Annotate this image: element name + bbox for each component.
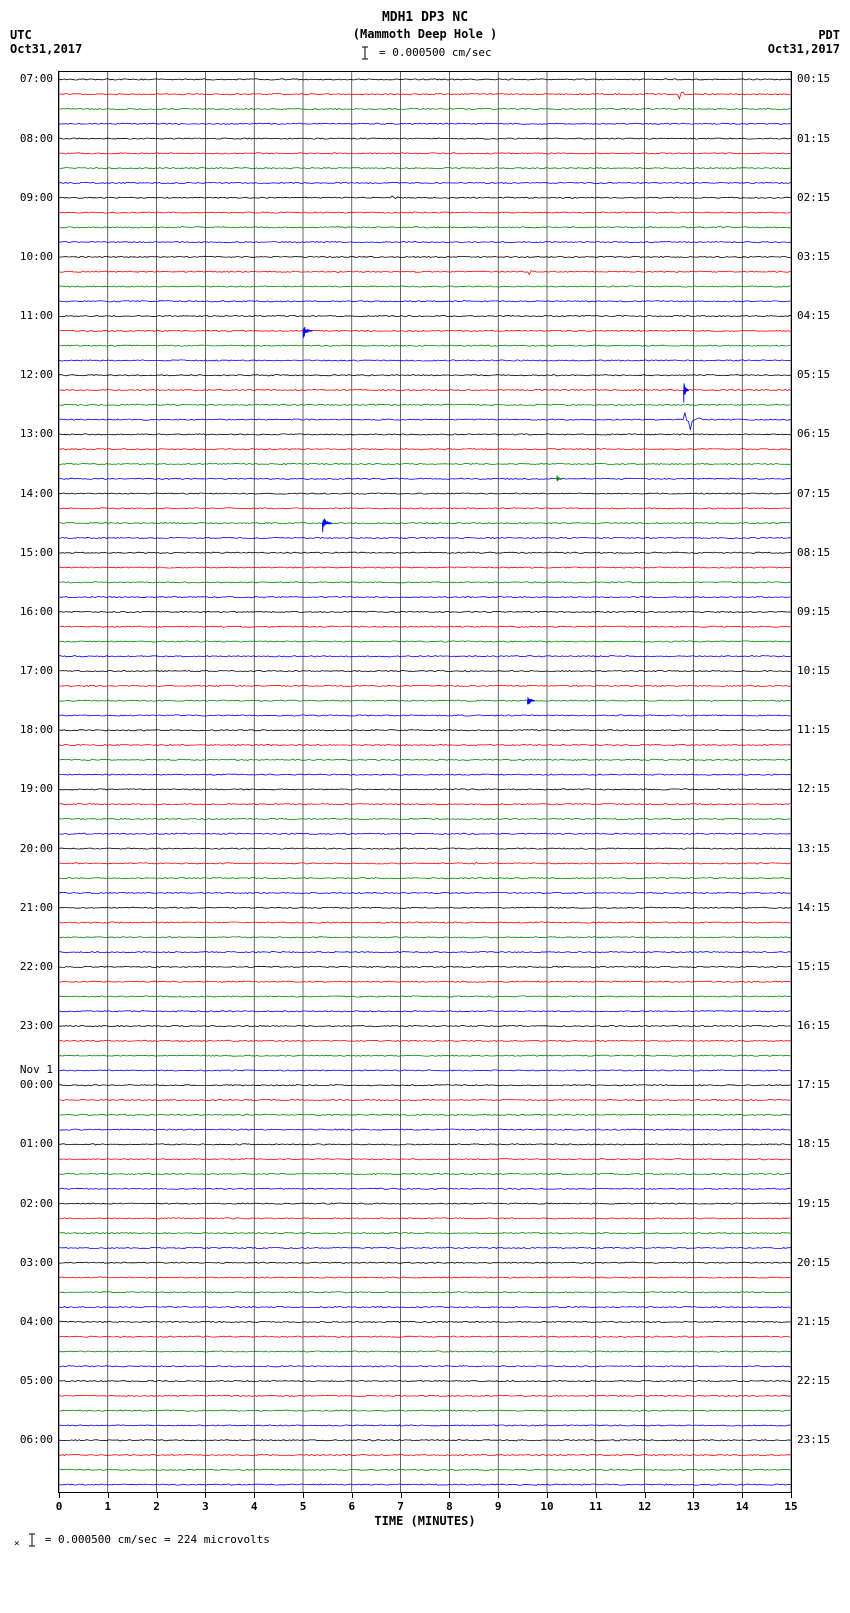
time-label: 14:00 bbox=[20, 487, 53, 500]
station-subtitle: (Mammoth Deep Hole ) bbox=[10, 27, 840, 41]
scale-value: = 0.000500 cm/sec bbox=[379, 46, 492, 59]
time-label: 14:15 bbox=[797, 901, 830, 914]
x-tick-label: 6 bbox=[348, 1500, 355, 1513]
x-axis-title: TIME (MINUTES) bbox=[59, 1514, 791, 1528]
x-tick-label: 3 bbox=[202, 1500, 209, 1513]
tz-pdt-label: PDT bbox=[768, 28, 840, 42]
x-tick-label: 5 bbox=[300, 1500, 307, 1513]
date-left: Oct31,2017 bbox=[10, 42, 82, 56]
x-tick-label: 14 bbox=[736, 1500, 749, 1513]
footer-scale-text: = 0.000500 cm/sec = 224 microvolts bbox=[45, 1533, 270, 1546]
time-label: 01:00 bbox=[20, 1137, 53, 1150]
time-label: 02:15 bbox=[797, 191, 830, 204]
x-tick-label: 1 bbox=[104, 1500, 111, 1513]
time-label: 03:00 bbox=[20, 1256, 53, 1269]
time-label: Nov 1 bbox=[20, 1063, 53, 1076]
time-label: 07:15 bbox=[797, 487, 830, 500]
time-label: 10:00 bbox=[20, 250, 53, 263]
station-title: MDH1 DP3 NC bbox=[10, 10, 840, 27]
time-label: 04:15 bbox=[797, 309, 830, 322]
time-label: 21:15 bbox=[797, 1315, 830, 1328]
time-label: 03:15 bbox=[797, 250, 830, 263]
time-label: 12:15 bbox=[797, 782, 830, 795]
time-label: 00:00 bbox=[20, 1078, 53, 1091]
time-label: 16:15 bbox=[797, 1019, 830, 1032]
time-label: 13:00 bbox=[20, 427, 53, 440]
x-tick-label: 12 bbox=[638, 1500, 651, 1513]
time-label: 05:15 bbox=[797, 368, 830, 381]
grid-lines bbox=[59, 72, 791, 1492]
time-label: 18:15 bbox=[797, 1137, 830, 1150]
x-tick-label: 13 bbox=[687, 1500, 700, 1513]
time-label: 08:00 bbox=[20, 132, 53, 145]
utc-time-labels: 07:00 08:00 09:00 10:00 11:00 12:00 13:00 14:00… bbox=[10, 71, 55, 1491]
footer-scale: × = 0.000500 cm/sec = 224 microvolts bbox=[10, 1533, 840, 1549]
time-label: 23:15 bbox=[797, 1433, 830, 1446]
time-label: 00:15 bbox=[797, 72, 830, 85]
x-tick-label: 7 bbox=[397, 1500, 404, 1513]
time-label: 17:15 bbox=[797, 1078, 830, 1091]
time-label: 10:15 bbox=[797, 664, 830, 677]
x-tick-label: 4 bbox=[251, 1500, 258, 1513]
x-tick-label: 8 bbox=[446, 1500, 453, 1513]
time-label: 19:15 bbox=[797, 1197, 830, 1210]
time-label: 21:00 bbox=[20, 901, 53, 914]
time-label: 07:00 bbox=[20, 72, 53, 85]
time-label: 06:00 bbox=[20, 1433, 53, 1446]
time-label: 20:00 bbox=[20, 842, 53, 855]
time-label: 09:15 bbox=[797, 605, 830, 618]
time-label: 04:00 bbox=[20, 1315, 53, 1328]
time-label: 19:00 bbox=[20, 782, 53, 795]
scale-indicator: = 0.000500 cm/sec bbox=[10, 45, 840, 61]
time-label: 17:00 bbox=[20, 664, 53, 677]
time-label: 02:00 bbox=[20, 1197, 53, 1210]
time-label: 11:00 bbox=[20, 309, 53, 322]
time-label: 08:15 bbox=[797, 546, 830, 559]
time-label: 01:15 bbox=[797, 132, 830, 145]
time-label: 12:00 bbox=[20, 368, 53, 381]
time-label: 16:00 bbox=[20, 605, 53, 618]
time-label: 22:00 bbox=[20, 960, 53, 973]
x-tick-label: 9 bbox=[495, 1500, 502, 1513]
x-axis: TIME (MINUTES) 0123456789101112131415 bbox=[59, 1492, 791, 1522]
time-label: 18:00 bbox=[20, 723, 53, 736]
time-label: 11:15 bbox=[797, 723, 830, 736]
time-label: 22:15 bbox=[797, 1374, 830, 1387]
time-label: 15:15 bbox=[797, 960, 830, 973]
time-label: 09:00 bbox=[20, 191, 53, 204]
date-right: Oct31,2017 bbox=[768, 42, 840, 56]
x-tick-label: 0 bbox=[56, 1500, 63, 1513]
time-label: 15:00 bbox=[20, 546, 53, 559]
x-tick-label: 11 bbox=[589, 1500, 602, 1513]
x-tick-label: 2 bbox=[153, 1500, 160, 1513]
x-tick-label: 10 bbox=[540, 1500, 553, 1513]
tz-utc-label: UTC bbox=[10, 28, 82, 42]
pdt-time-labels: 00:15 01:15 02:15 03:15 04:15 05:15 06:15 07:15… bbox=[795, 71, 840, 1491]
time-label: 05:00 bbox=[20, 1374, 53, 1387]
x-tick-label: 15 bbox=[784, 1500, 797, 1513]
seismogram-chart: TIME (MINUTES) 0123456789101112131415 bbox=[58, 71, 792, 1493]
time-label: 20:15 bbox=[797, 1256, 830, 1269]
time-label: 13:15 bbox=[797, 842, 830, 855]
time-label: 23:00 bbox=[20, 1019, 53, 1032]
time-label: 06:15 bbox=[797, 427, 830, 440]
